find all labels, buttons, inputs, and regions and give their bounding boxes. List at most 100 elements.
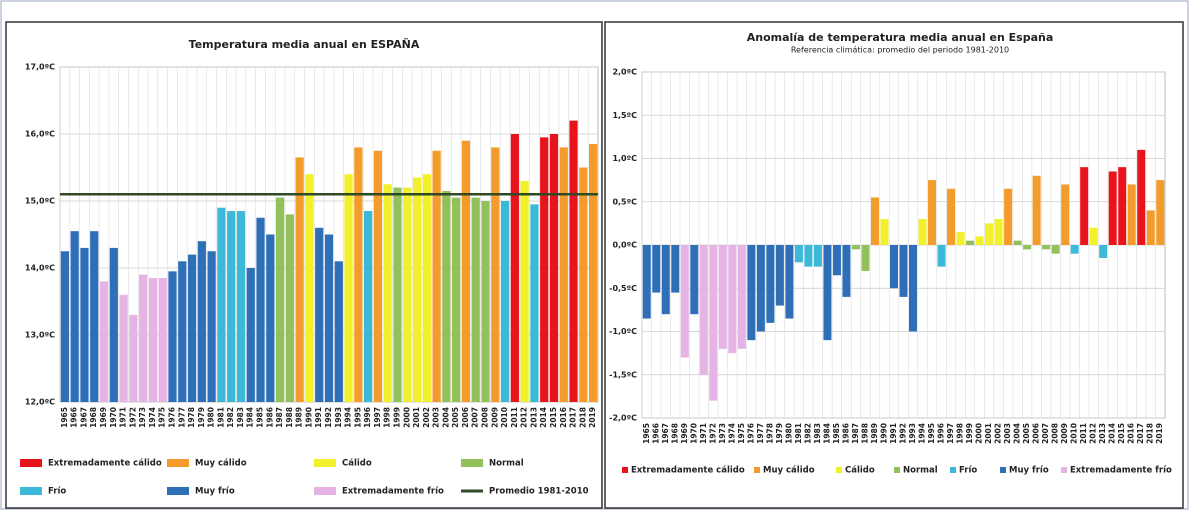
x-tick-label: 1997 [373,407,382,428]
x-tick-label: 1983 [236,407,245,428]
legend-label: Promedio 1981-2010 [489,487,589,497]
x-tick-label: 1975 [158,407,167,428]
bar [823,245,832,341]
x-tick-label: 2009 [490,407,499,428]
bar [747,245,756,341]
y-tick-label: 12,0ºC [25,398,55,407]
x-tick-label: 2002 [422,407,431,428]
bar [1118,167,1127,245]
x-tick-label: 1973 [718,423,727,444]
bar [99,281,109,402]
legend-swatch [167,459,189,467]
chart-subtitle: Referencia climática: promedio del perio… [791,46,1009,55]
y-tick-label: 2,0ºC [612,68,637,77]
bar [373,150,383,402]
bar [569,120,578,402]
y-tick-label: -0,5ºC [609,284,637,293]
bar [1051,245,1060,254]
bar [334,261,343,402]
bar [718,245,727,349]
bar [1156,180,1165,245]
bar [690,245,699,315]
bar [794,245,803,263]
bar [680,245,689,358]
bar [909,245,918,332]
bar [452,197,461,402]
bar [737,245,746,349]
chart-title: Temperatura media anual en ESPAÑA [189,38,420,51]
bar [344,174,353,402]
x-tick-label: 1974 [148,407,157,428]
bar [227,211,236,402]
bar [1080,167,1089,245]
bar [540,137,549,402]
x-tick-label: 1985 [832,423,841,444]
bar [256,217,265,402]
bar [652,245,661,293]
bar [217,207,226,402]
x-tick-label: 1992 [899,423,908,444]
bar [393,187,402,402]
bar [158,278,167,402]
x-tick-label: 1985 [256,407,265,428]
x-tick-label: 1997 [946,423,955,444]
x-tick-label: 2004 [441,407,450,428]
x-tick-label: 1978 [187,407,196,428]
bar [236,211,246,402]
bar [315,227,324,402]
x-tick-label: 1992 [324,407,333,428]
bar [709,245,718,401]
y-tick-label: 0,0ºC [612,241,637,250]
x-tick-label: 2012 [1089,423,1098,444]
x-tick-label: 1966 [651,423,660,444]
x-tick-label: 1966 [70,407,79,428]
x-tick-label: 1984 [822,423,831,444]
x-tick-label: 1989 [295,407,304,428]
x-tick-label: 1999 [392,407,401,428]
x-tick-label: 1990 [304,407,313,428]
bar [207,251,216,402]
legend-swatch [1061,467,1067,473]
bar [305,174,314,402]
x-tick-label: 2017 [1136,423,1145,444]
bar [579,167,588,402]
chart-title: Anomalía de temperatura media anual en E… [747,31,1054,44]
bar [851,245,860,250]
legend-label: Extremadamente frío [342,487,444,497]
bar [775,245,784,306]
x-tick-label: 1998 [956,423,965,444]
bar [956,232,965,245]
x-tick-label: 2011 [510,407,519,428]
bar [500,201,510,402]
bar [1108,171,1117,245]
y-tick-label: 0,5ºC [612,197,637,206]
bar [756,245,765,332]
x-tick-label: 1980 [207,407,216,428]
legend-label: Cálido [845,466,875,476]
bar [728,245,737,354]
x-tick-label: 1972 [708,423,717,444]
x-tick-label: 1998 [383,407,392,428]
bar [80,247,89,402]
legend-label: Muy frío [1009,466,1049,476]
bar [461,140,471,402]
x-tick-label: 2019 [588,407,597,428]
x-tick-label: 2011 [1079,423,1088,444]
x-tick-label: 1982 [803,423,812,444]
x-tick-label: 2008 [1051,423,1060,444]
bar [813,245,822,267]
x-tick-label: 1965 [60,407,69,428]
legend-swatch [461,459,483,467]
bar [832,245,841,276]
x-tick-label: 2013 [1098,423,1107,444]
y-tick-label: 14,0ºC [25,264,55,273]
bar [432,150,441,402]
legend-label: Normal [903,466,938,476]
legend-label: Muy cálido [195,459,247,469]
x-tick-label: 1979 [775,423,784,444]
bar [861,245,870,271]
x-tick-label: 1995 [353,407,362,428]
legend-label: Frío [959,466,977,476]
x-tick-label: 2005 [451,407,460,428]
bar [889,245,898,289]
